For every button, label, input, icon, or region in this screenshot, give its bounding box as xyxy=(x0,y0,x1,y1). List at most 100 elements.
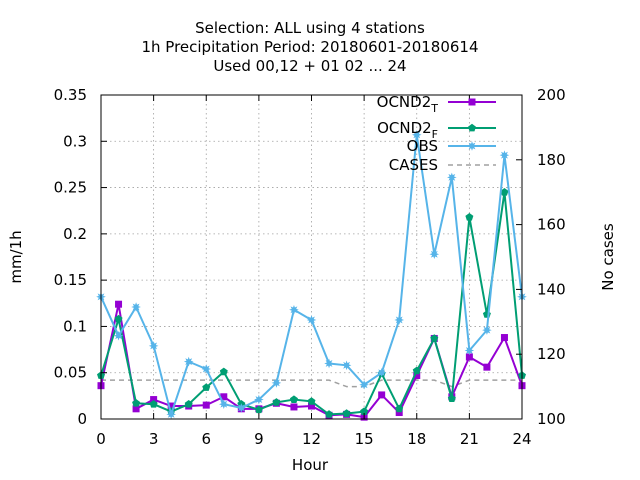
legend-label-subscript: F xyxy=(432,128,438,141)
x-tick-label: 6 xyxy=(201,430,211,448)
legend-label: OCND2F xyxy=(377,119,438,141)
data-point xyxy=(219,367,228,376)
data-point xyxy=(131,302,141,312)
data-point xyxy=(115,300,123,308)
legend-label: OBS xyxy=(407,137,438,155)
data-point xyxy=(413,371,421,379)
data-point xyxy=(220,393,228,401)
data-point xyxy=(271,378,282,388)
data-point xyxy=(465,353,473,361)
data-point xyxy=(218,399,229,409)
chart-title-line-3: Used 00,12 + 01 02 ... 24 xyxy=(213,57,406,75)
data-point xyxy=(411,130,422,140)
legend-label: CASES xyxy=(389,156,438,174)
data-point xyxy=(394,315,405,325)
data-point xyxy=(202,383,211,391)
data-point xyxy=(465,212,474,221)
data-point xyxy=(306,315,317,325)
data-point xyxy=(324,358,334,369)
data-point xyxy=(183,356,194,367)
data-point xyxy=(150,396,158,404)
y2-tick-label: 120 xyxy=(537,345,566,363)
data-point xyxy=(359,379,369,390)
series-obs xyxy=(96,130,527,420)
data-point xyxy=(167,402,175,410)
data-point xyxy=(376,367,387,378)
data-point xyxy=(184,399,193,408)
data-point xyxy=(254,405,263,414)
legend-label: OCND2T xyxy=(377,93,439,115)
x-tick-label: 21 xyxy=(460,430,479,448)
x-tick-label: 24 xyxy=(512,430,531,448)
grid xyxy=(101,95,522,419)
data-point xyxy=(342,409,351,417)
data-point xyxy=(148,341,159,351)
y2-axis-ticks: 100 120 140 160 180 200 xyxy=(516,86,566,428)
data-point xyxy=(166,409,176,420)
y-tick-label: 0.35 xyxy=(54,86,87,104)
data-point xyxy=(482,325,492,335)
data-point xyxy=(132,405,140,413)
legend-label-subscript: T xyxy=(430,102,438,115)
data-point xyxy=(254,394,264,405)
data-point xyxy=(412,366,421,375)
x-axis-label: Hour xyxy=(292,456,329,474)
data-point xyxy=(447,172,457,183)
data-point xyxy=(341,360,352,371)
data-point xyxy=(395,409,403,417)
data-point xyxy=(308,402,315,410)
y2-tick-label: 140 xyxy=(537,280,566,298)
data-point xyxy=(468,98,476,106)
data-point xyxy=(395,404,404,413)
y-axis-label: mm/1h xyxy=(7,230,25,283)
data-point xyxy=(132,399,141,407)
x-tick-label: 9 xyxy=(254,430,264,448)
y-tick-label: 0.15 xyxy=(54,271,87,289)
data-point xyxy=(483,363,491,371)
y-tick-label: 0.2 xyxy=(63,225,87,243)
chart-title-line-1: Selection: ALL using 4 stations xyxy=(195,19,425,37)
y-tick-label: 0 xyxy=(77,410,87,428)
x-tick-label: 0 xyxy=(96,430,106,448)
data-point xyxy=(289,304,299,315)
chart-title-line-2: 1h Precipitation Period: 20180601-201806… xyxy=(141,38,478,56)
data-point xyxy=(114,314,123,323)
data-point xyxy=(429,249,440,260)
data-point xyxy=(468,123,476,132)
y-tick-label: 0.25 xyxy=(54,179,87,197)
data-point xyxy=(149,399,158,408)
data-point xyxy=(360,407,369,415)
data-point xyxy=(500,334,508,342)
data-point xyxy=(467,141,477,151)
y2-tick-label: 200 xyxy=(537,86,566,104)
y-tick-label: 0.05 xyxy=(54,364,87,382)
data-point xyxy=(325,410,334,418)
x-axis-ticks: 0 3 6 9 12 15 18 21 24 xyxy=(96,95,532,448)
x-tick-label: 3 xyxy=(149,430,159,448)
y-tick-label: 0.3 xyxy=(63,132,87,150)
data-point xyxy=(272,398,281,406)
data-point xyxy=(202,401,210,409)
series-line xyxy=(101,379,522,388)
y2-axis-label: No cases xyxy=(599,223,617,291)
data-point xyxy=(290,403,298,411)
data-point xyxy=(500,188,509,196)
data-point xyxy=(201,364,212,374)
data-point xyxy=(378,391,386,399)
data-point xyxy=(447,394,456,403)
series-cases xyxy=(101,379,522,388)
data-point xyxy=(113,330,124,341)
y2-tick-label: 180 xyxy=(537,151,566,169)
data-point xyxy=(464,345,475,356)
data-point xyxy=(430,334,439,342)
y2-tick-label: 100 xyxy=(537,410,566,428)
y2-tick-label: 160 xyxy=(537,216,566,234)
x-tick-label: 15 xyxy=(355,430,374,448)
y-axis-ticks: 0 0.05 0.1 0.15 0.2 0.25 0.3 0.35 xyxy=(54,86,107,428)
data-point xyxy=(307,397,316,405)
x-tick-label: 12 xyxy=(302,430,321,448)
data-point xyxy=(499,150,510,160)
y-tick-label: 0.1 xyxy=(63,317,87,335)
